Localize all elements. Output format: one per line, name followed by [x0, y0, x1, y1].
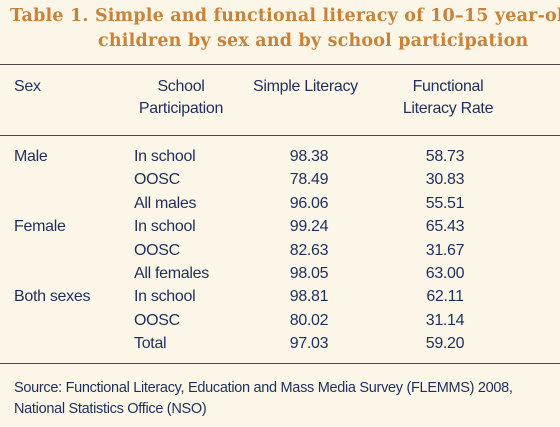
table-title-line-1: Table 1. Simple and functional literacy … [10, 6, 560, 26]
row-school-participation: All males [134, 194, 197, 212]
row-simple-literacy: 97.03 [289, 335, 329, 353]
row-sex-label: Male [14, 148, 48, 165]
row-functional-literacy: 58.73 [425, 148, 465, 165]
row-school-participation: In school [134, 288, 196, 306]
row-functional-literacy: 31.14 [425, 311, 465, 329]
top-rule [0, 64, 560, 65]
row-functional-literacy: 30.83 [425, 171, 465, 189]
row-functional-literacy: 62.11 [426, 288, 464, 306]
row-functional-literacy: 63.00 [425, 265, 465, 282]
header-school-line-2: Participation [138, 100, 224, 117]
row-simple-literacy: 96.06 [289, 194, 329, 212]
bottom-rule [0, 363, 560, 364]
table-title: Table 1. Simple and functional literacy … [10, 4, 560, 54]
header-school-participation: School Participation [126, 76, 236, 120]
header-rule [0, 135, 560, 136]
row-sex-label: Both sexes [14, 288, 91, 306]
row-simple-literacy: 98.81 [289, 288, 329, 306]
header-sex: Sex [14, 78, 41, 95]
header-functional-literacy-rate: Functional Literacy Rate [398, 76, 498, 120]
row-functional-literacy: 65.43 [425, 218, 465, 236]
header-functional-line-2: Literacy Rate [402, 100, 494, 117]
row-school-participation: In school [134, 218, 196, 236]
row-simple-literacy: 98.05 [289, 265, 329, 282]
row-school-participation: OOSC [134, 241, 180, 259]
row-simple-literacy: 82.63 [289, 241, 329, 259]
header-functional-line-1: Functional [412, 78, 484, 95]
row-school-participation: Total [134, 335, 167, 353]
row-functional-literacy: 31.67 [425, 241, 465, 259]
row-simple-literacy: 80.02 [289, 311, 329, 329]
source-line-2: National Statistics Office (NSO) [14, 401, 207, 417]
row-simple-literacy: 78.49 [289, 171, 329, 189]
header-school-line-1: School [157, 78, 205, 95]
row-simple-literacy: 99.24 [289, 218, 329, 236]
row-school-participation: All females [134, 265, 209, 282]
row-school-participation: In school [134, 148, 196, 165]
row-functional-literacy: 55.51 [425, 194, 465, 212]
source-line-1: Source: Functional Literacy, Education a… [14, 380, 513, 396]
row-simple-literacy: 98.38 [289, 148, 329, 165]
row-school-participation: OOSC [134, 311, 180, 329]
row-sex-label: Female [14, 218, 66, 236]
source-note: Source: Functional Literacy, Education a… [14, 378, 554, 420]
row-functional-literacy: 59.20 [425, 335, 465, 353]
header-simple-literacy: Simple Literacy [253, 78, 358, 95]
table-title-line-2: children by sex and by school participat… [98, 31, 529, 51]
row-school-participation: OOSC [134, 171, 180, 189]
